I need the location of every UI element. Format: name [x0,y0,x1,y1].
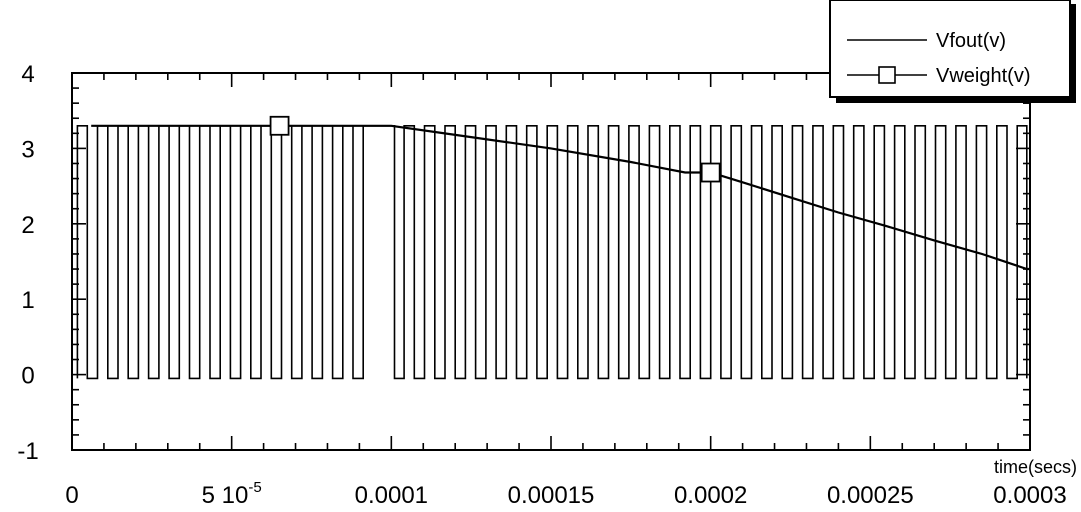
x-ticks: 0 5 10-5 0.0001 0.00015 0.0002 0.00025 0.0003 [65,73,1067,509]
x-tick-label: 0.00015 [508,482,595,509]
x-tick-label: 0.0003 [993,482,1066,509]
series-layer [76,115,1030,380]
legend: Vfout(v) Vweight(v) [829,0,1076,103]
series-line-vfout [76,125,1028,380]
plot-frame [71,72,1031,451]
y-tick-label: 1 [21,287,34,314]
vweight-marker [269,115,290,136]
x-tick-label: 5 10-5 [202,479,262,509]
legend-label-vweight: Vweight(v) [936,65,1030,87]
series-line-vweight [91,124,1030,271]
x-tick-label: 0.00025 [827,482,914,509]
y-tick-label: 3 [21,136,34,163]
x-tick-label: 0.0001 [355,482,428,509]
y-ticks: -1 0 1 2 3 4 [17,61,1030,465]
x-axis-label: time(secs) [994,457,1077,477]
x-tick-label: 0 [65,482,78,509]
y-tick-label: 2 [21,212,34,239]
x-tick-label: 0.0002 [674,482,747,509]
x-tick-exponent: -5 [248,479,261,496]
y-tick-label: -1 [17,438,38,465]
legend-label-vfout: Vfout(v) [936,30,1006,52]
legend-marker-vweight [878,66,896,84]
y-tick-label: 4 [21,61,34,88]
y-tick-label: 0 [21,363,34,390]
legend-box [829,0,1071,98]
vweight-marker [700,162,721,183]
